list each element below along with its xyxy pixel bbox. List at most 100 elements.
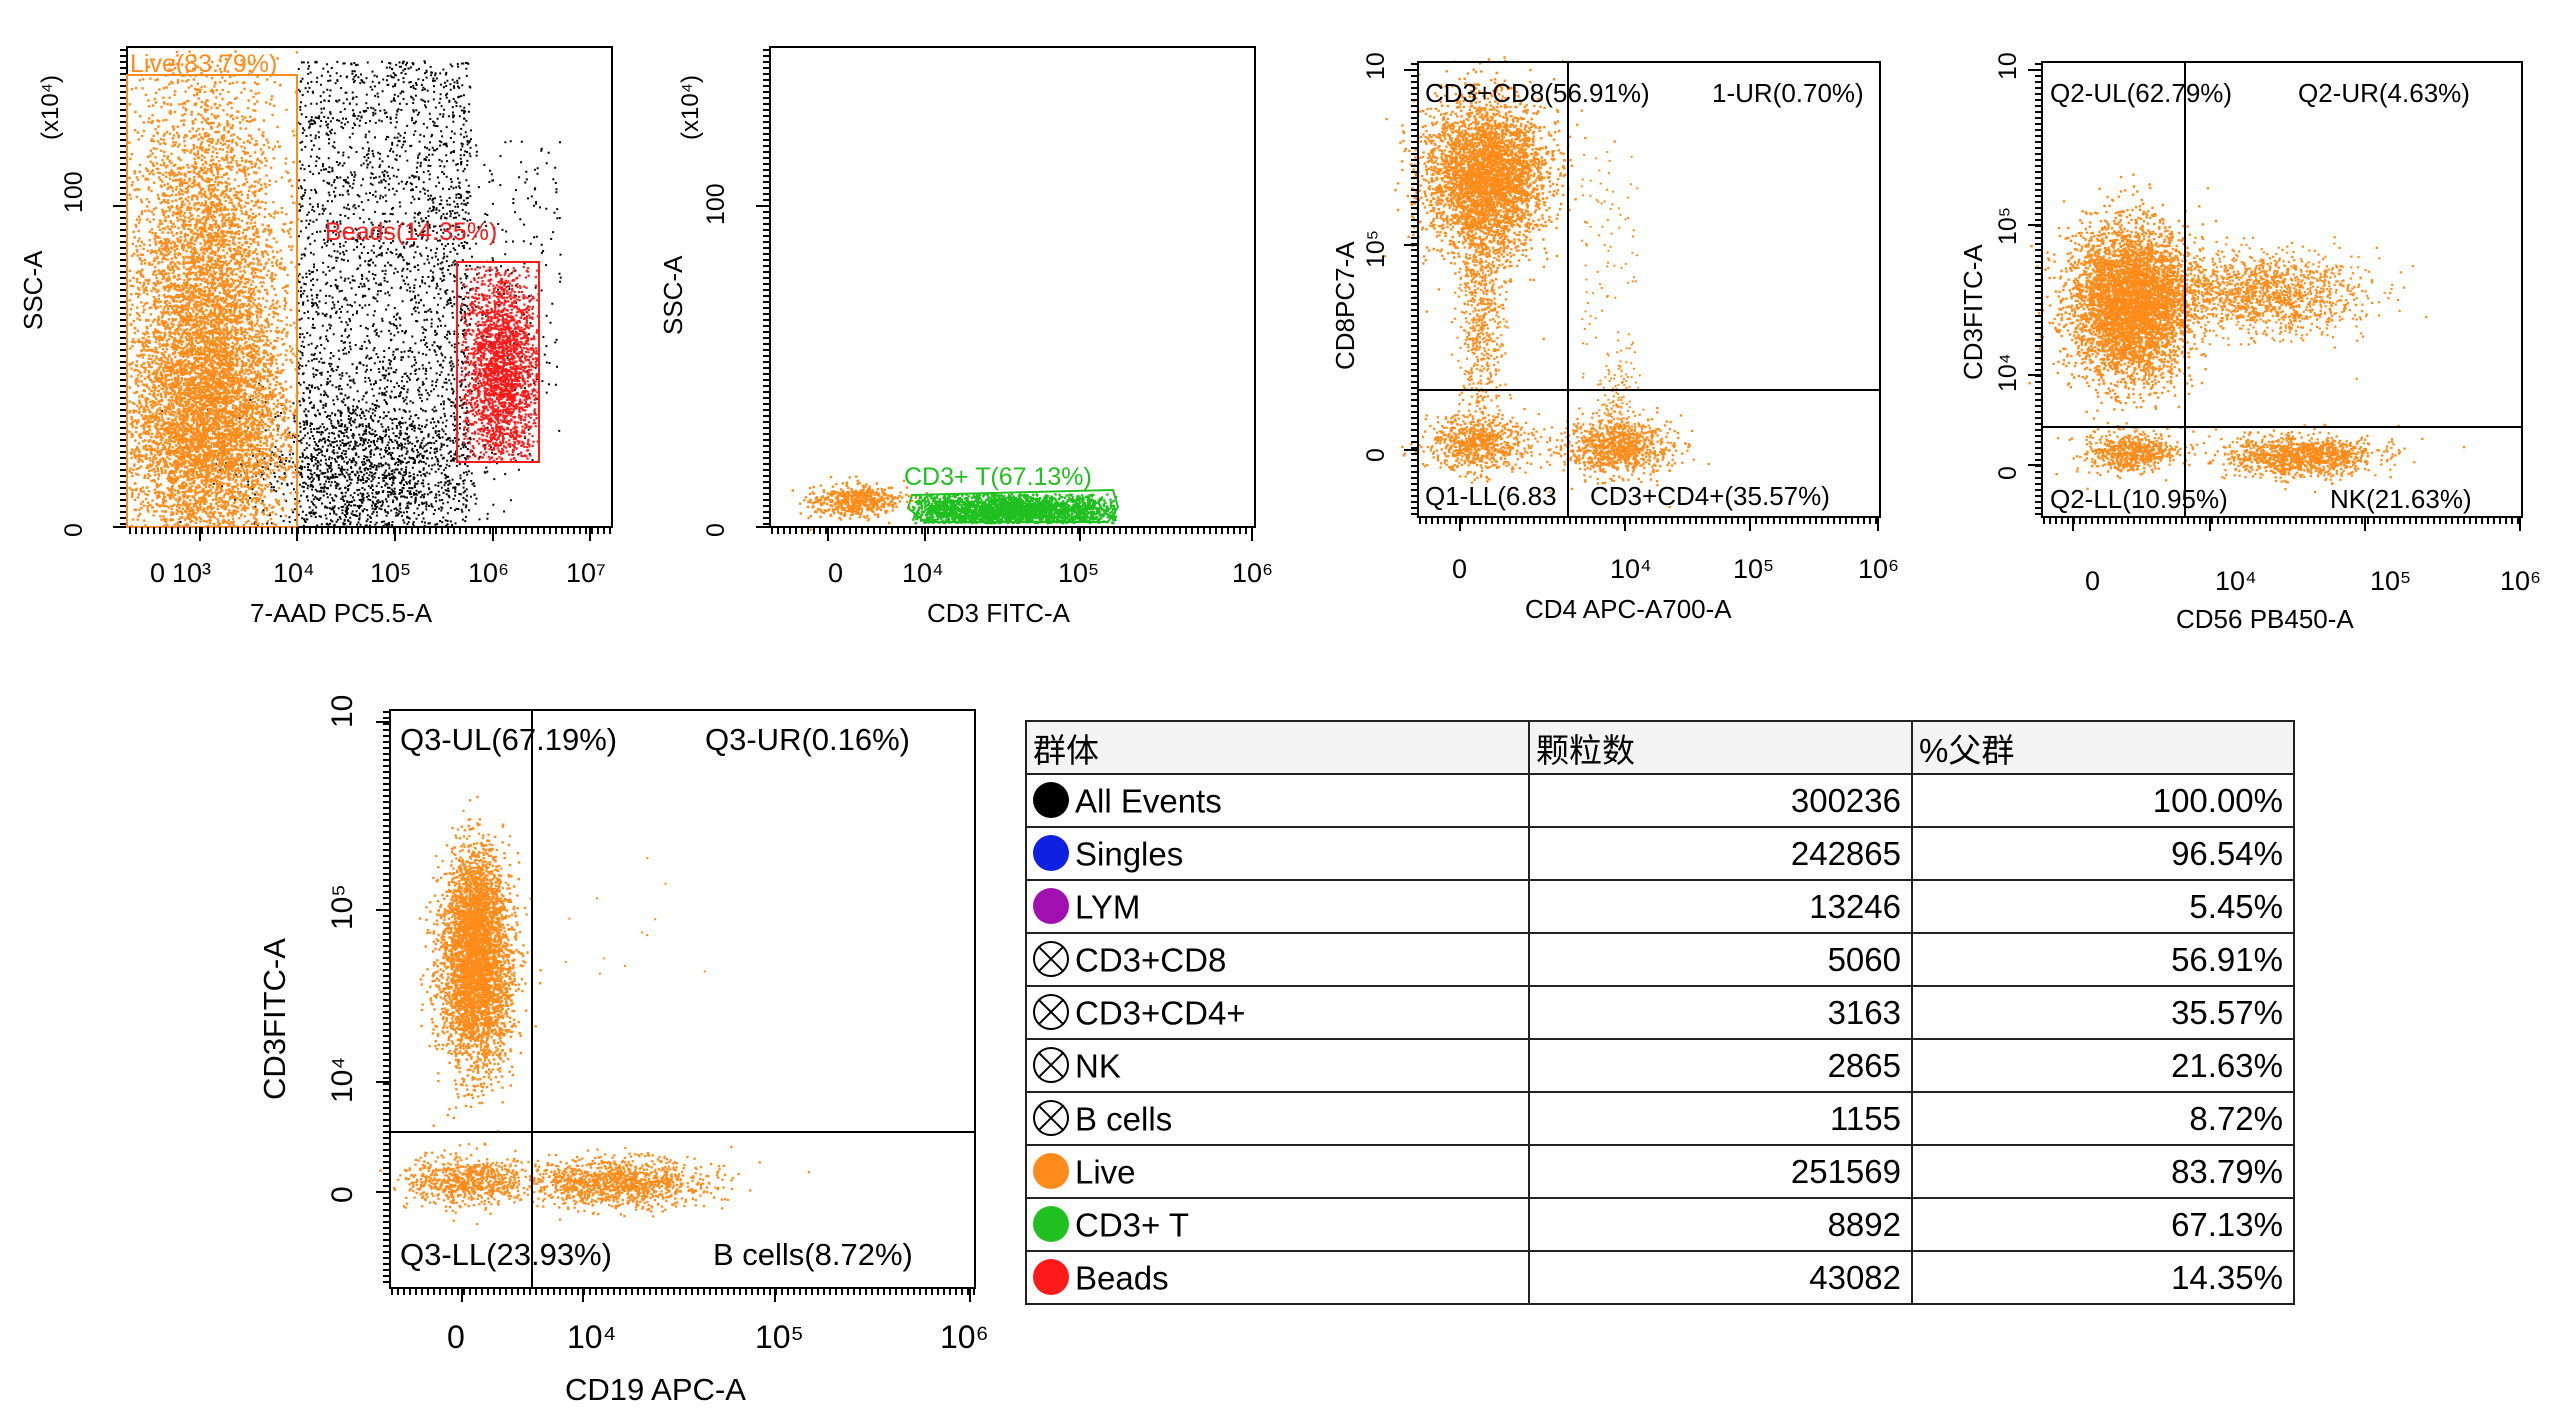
quadrant-label-ll: Q3-LL(23.93%) <box>400 1237 612 1272</box>
population-cell: Beads <box>1025 1250 1530 1305</box>
column-header-count: 颗粒数 <box>1528 720 1913 775</box>
axis-ticks <box>756 49 770 528</box>
event-dots <box>1383 56 1710 509</box>
gate-color-icon <box>1033 1258 1069 1295</box>
population-name: Live <box>1075 1153 1136 1191</box>
event-cluster <box>160 347 561 528</box>
parent-percent-cell: 56.91% <box>1911 932 2295 987</box>
quadrant-label-ul: CD3+CD8(56.91%) <box>1425 78 1650 108</box>
table-row[interactable]: NK 2865 21.63% <box>1025 1038 2295 1093</box>
table-header-row: 群体 颗粒数 %父群 <box>1025 720 2295 775</box>
x-tick-label: 10⁶ <box>1858 554 1899 584</box>
population-name: NK <box>1075 1047 1121 1085</box>
y-tick-label: 0 <box>326 1186 359 1203</box>
x-tick-label: 10⁴ <box>902 558 944 588</box>
gate-cd3-t[interactable] <box>906 488 1120 523</box>
axis-ticks <box>2043 517 2521 531</box>
event-cluster <box>128 227 300 529</box>
y-axis-ticks <box>2028 63 2042 515</box>
x-tick-label: 10⁶ <box>468 558 509 588</box>
gate-label-beads: Beads(14.35%) <box>325 218 497 246</box>
event-cluster <box>564 857 706 975</box>
event-dots <box>756 49 1118 532</box>
y-tick-label: 0 <box>60 523 88 537</box>
y-tick-label: 100 <box>60 171 88 213</box>
event-count-cell: 13246 <box>1528 879 1913 934</box>
axis-ticks <box>391 1288 975 1302</box>
quadrant-label-ul: Q3-UL(67.19%) <box>400 722 617 757</box>
gate-live[interactable] <box>126 74 298 528</box>
parent-percent-cell: 83.79% <box>1911 1144 2295 1199</box>
event-cluster <box>460 265 540 462</box>
gate-beads[interactable] <box>456 261 540 463</box>
gate-color-icon <box>1033 781 1069 818</box>
x-axis-ticks <box>129 527 611 541</box>
parent-percent-cell: 8.72% <box>1911 1091 2295 1146</box>
parent-percent-cell: 35.57% <box>1911 985 2295 1040</box>
event-cluster <box>1383 56 1616 341</box>
x-tick-label: 10⁵ <box>2370 566 2411 596</box>
y-tick-label: 10 <box>1362 52 1390 80</box>
event-cluster <box>1401 394 1570 491</box>
event-count-cell: 242865 <box>1528 826 1913 881</box>
x-tick-label: 10⁴ <box>1610 554 1652 584</box>
y-axis-label: CD3FITC-A <box>257 938 292 1100</box>
population-cell: Singles <box>1025 826 1530 881</box>
event-count-cell: 1155 <box>1528 1091 1913 1146</box>
population-cell: LYM <box>1025 879 1530 934</box>
y-tick-label: 10 <box>1994 52 2022 80</box>
table-row[interactable]: CD3+CD8 5060 56.91% <box>1025 932 2295 987</box>
event-cluster <box>1449 124 1512 442</box>
gate-color-icon <box>1033 1205 1069 1242</box>
x-tick-label: 0 <box>2085 566 2100 596</box>
table-row[interactable]: LYM 13246 5.45% <box>1025 879 2295 934</box>
event-count-cell: 43082 <box>1528 1250 1913 1305</box>
event-cluster <box>2055 421 2205 490</box>
axis-ticks <box>2028 63 2042 515</box>
gate-color-icon <box>1033 887 1069 924</box>
event-cluster <box>297 60 472 527</box>
gate-color-icon <box>1033 1152 1069 1189</box>
table-row[interactable]: CD3+CD4+ 3163 35.57% <box>1025 985 2295 1040</box>
event-cluster <box>489 1145 811 1221</box>
x-tick-label: 10³ <box>172 558 211 588</box>
y-tick-label: 0 <box>702 523 730 537</box>
x-tick-label: 10⁵ <box>1058 558 1099 588</box>
quadrant-label-ll: Q1-LL(6.83 <box>1425 481 1557 511</box>
table-row[interactable]: CD3+ T 8892 67.13% <box>1025 1197 2295 1252</box>
plot-7aad-ssc: Live(83.79%) Beads(14.35%) (x10⁴) 100 0 … <box>18 46 613 628</box>
x-tick-label: 10⁵ <box>1733 554 1774 584</box>
gate-hidden-icon <box>1033 1046 1069 1083</box>
y-axis-label: CD8PC7-A <box>1330 241 1360 370</box>
x-tick-label: 10⁶ <box>1232 558 1273 588</box>
x-tick-label: 10⁷ <box>566 558 606 588</box>
plot-frame <box>2041 61 2523 518</box>
population-name: B cells <box>1075 1100 1173 1138</box>
table-row[interactable]: All Events 300236 100.00% <box>1025 773 2295 828</box>
axis-ticks <box>129 527 611 541</box>
quadrant-label-ur: Q3-UR(0.16%) <box>705 722 910 757</box>
plot-cd3-ssc: CD3+ T(67.13%) (x10⁴) 100 0 SSC-A 0 10⁴ … <box>658 46 1273 628</box>
parent-percent-cell: 100.00% <box>1911 773 2295 828</box>
population-name: CD3+CD8 <box>1075 941 1227 979</box>
x-axis-label: CD4 APC-A700-A <box>1525 594 1732 624</box>
table-row[interactable]: Singles 242865 96.54% <box>1025 826 2295 881</box>
table-row[interactable]: B cells 1155 8.72% <box>1025 1091 2295 1146</box>
quadrant-label-ur: 1-UR(0.70%) <box>1712 78 1864 108</box>
gate-label-cd3-t: CD3+ T(67.13%) <box>904 463 1092 491</box>
population-name: CD3+CD4+ <box>1075 994 1246 1032</box>
event-count-cell: 300236 <box>1528 773 1913 828</box>
y-axis-label: CD3FITC-A <box>1958 244 1988 380</box>
population-name: LYM <box>1075 888 1141 926</box>
axis-ticks <box>113 49 127 528</box>
column-header-population: 群体 <box>1025 720 1530 775</box>
x-tick-label: 10⁶ <box>940 1319 989 1355</box>
y-tick-label: 10⁵ <box>326 884 359 930</box>
quadrant-label-ur: Q2-UR(4.63%) <box>2298 78 2470 108</box>
parent-percent-cell: 14.35% <box>1911 1250 2295 1305</box>
event-cluster <box>912 493 1118 525</box>
table-row[interactable]: Beads 43082 14.35% <box>1025 1250 2295 1305</box>
table-row[interactable]: Live 251569 83.79% <box>1025 1144 2295 1199</box>
y-tick-label: 10 <box>326 695 359 728</box>
x-tick-label: 10⁶ <box>2500 566 2541 596</box>
